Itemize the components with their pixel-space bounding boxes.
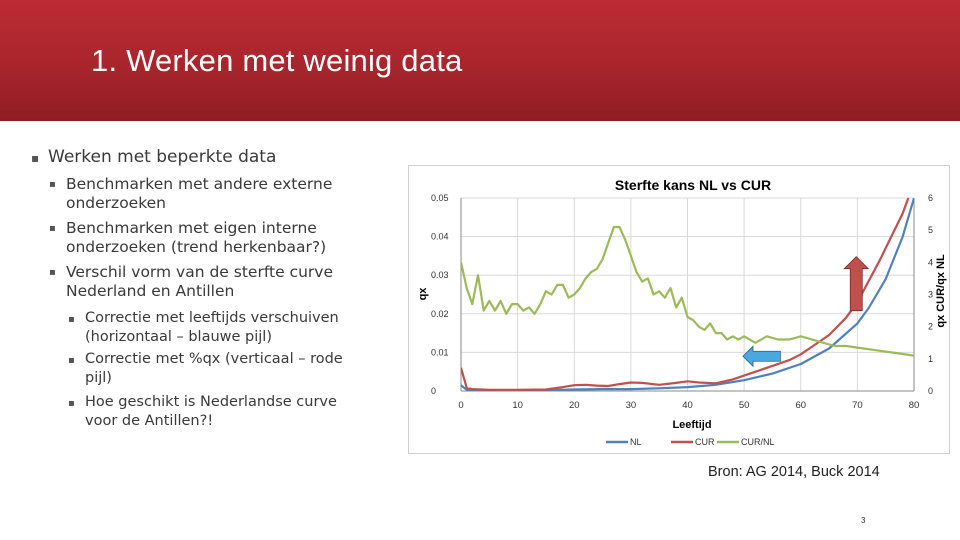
y-tick-label: 0.03: [431, 270, 449, 280]
bullet-marker: ▪: [68, 398, 75, 409]
bullet-marker: ▪: [68, 314, 75, 325]
x-tick-label: 60: [795, 400, 806, 411]
bullet-level3: ▪ Correctie met leeftijds verschuiven (h…: [68, 309, 380, 347]
bullet-marker: ▪: [49, 179, 56, 190]
page-number: 3: [861, 516, 866, 525]
y-tick-label: 0.05: [431, 193, 449, 203]
bullet-text: Nederland en Antillen: [66, 281, 235, 300]
y-tick-label: 0.02: [431, 309, 449, 319]
series-line-cur: [461, 197, 910, 391]
source-note: Bron: AG 2014, Buck 2014: [708, 464, 880, 480]
legend-label: CUR: [695, 437, 715, 447]
bullet-level1: ▪ Werken met beperkte data: [31, 147, 277, 167]
y-tick-label: 0.04: [431, 232, 449, 242]
bullet-text: Hoe geschikt is Nederlandse curve: [85, 394, 337, 410]
y2-tick-label: 1: [928, 354, 933, 364]
bullet-text: (horizontaal – blauwe pijl): [85, 329, 272, 345]
y-axis-label: qx: [417, 287, 429, 301]
bullet-level2: ▪ Benchmarken met andere externe onderzo…: [49, 175, 376, 212]
bullet-text: onderzoeken (trend herkenbaar?): [66, 237, 327, 256]
bullet-text: voor de Antillen?!: [85, 413, 214, 429]
bullet-text: Benchmarken met eigen interne: [66, 219, 317, 237]
bullet-text: onderzoeken: [66, 193, 166, 212]
chart-title: Sterfte kans NL vs CUR: [615, 177, 771, 193]
bullet-text: Correctie met %qx (verticaal – rode: [85, 351, 343, 367]
y-tick-label: 0: [431, 386, 436, 396]
legend: NL CUR CUR/NL: [606, 437, 775, 447]
y2-tick-label: 0: [928, 386, 933, 396]
bullet-marker: ▪: [49, 267, 56, 278]
legend-label: NL: [630, 437, 642, 447]
bullet-text: Verschil vorm van de sterfte curve: [66, 263, 333, 281]
slide-title: 1. Werken met weinig data: [91, 43, 463, 78]
y2-tick-label: 3: [928, 290, 933, 300]
red-arrow: [843, 256, 870, 312]
mortality-chart: Sterfte kans NL vs CUR qx qx CUR/qx NL L…: [417, 177, 947, 447]
y2-axis-label: qx CUR/qx NL: [935, 254, 947, 328]
x-tick-label: 20: [569, 400, 580, 411]
bullet-text: Werken met beperkte data: [48, 147, 277, 167]
y2-tick-label: 6: [928, 193, 933, 203]
y-tick-label: 0.01: [431, 347, 449, 357]
x-tick-label: 80: [909, 400, 920, 411]
tick-labels: 0 10 20 30 40 50 60 70 80 0 0.01 0.02 0.03 0.04 0.05 0 1…: [431, 193, 933, 411]
x-tick-label: 50: [739, 400, 750, 411]
bullet-level3: ▪ Correctie met %qx (verticaal – rode pi…: [68, 350, 380, 388]
bullet-text: pijl): [85, 370, 112, 386]
slide-header: 1. Werken met weinig data: [0, 0, 960, 121]
grid: [460, 197, 915, 392]
x-tick-label: 30: [626, 400, 637, 411]
bullet-list: ▪ Werken met beperkte data ▪ Benchmarken…: [0, 0, 400, 540]
blue-arrow: [742, 345, 781, 368]
x-tick-label: 10: [512, 400, 523, 411]
bullet-text: Correctie met leeftijds verschuiven: [85, 310, 339, 326]
y2-tick-label: 5: [928, 225, 933, 235]
y2-tick-label: 4: [928, 257, 933, 267]
x-tick-label: 70: [852, 400, 863, 411]
bullet-level2: ▪ Benchmarken met eigen interne onderzoe…: [49, 219, 376, 256]
x-tick-label: 0: [458, 400, 463, 411]
x-axis-label: Leeftijd: [672, 419, 711, 431]
bullet-text: Benchmarken met andere externe: [66, 175, 333, 193]
chart-container: Sterfte kans NL vs CUR qx qx CUR/qx NL L…: [408, 165, 950, 454]
x-tick-label: 40: [682, 400, 693, 411]
bullet-marker: ▪: [68, 355, 75, 366]
bullet-level3: ▪ Hoe geschikt is Nederlandse curve voor…: [68, 393, 380, 431]
series-line-cur-nl: [461, 225, 914, 357]
bullet-marker: ▪: [31, 151, 40, 165]
bullet-level2: ▪ Verschil vorm van de sterfte curve Ned…: [49, 263, 376, 300]
y2-tick-label: 2: [928, 322, 933, 332]
bullet-marker: ▪: [49, 223, 56, 234]
arrows: [742, 256, 870, 368]
legend-label: CUR/NL: [741, 437, 775, 447]
